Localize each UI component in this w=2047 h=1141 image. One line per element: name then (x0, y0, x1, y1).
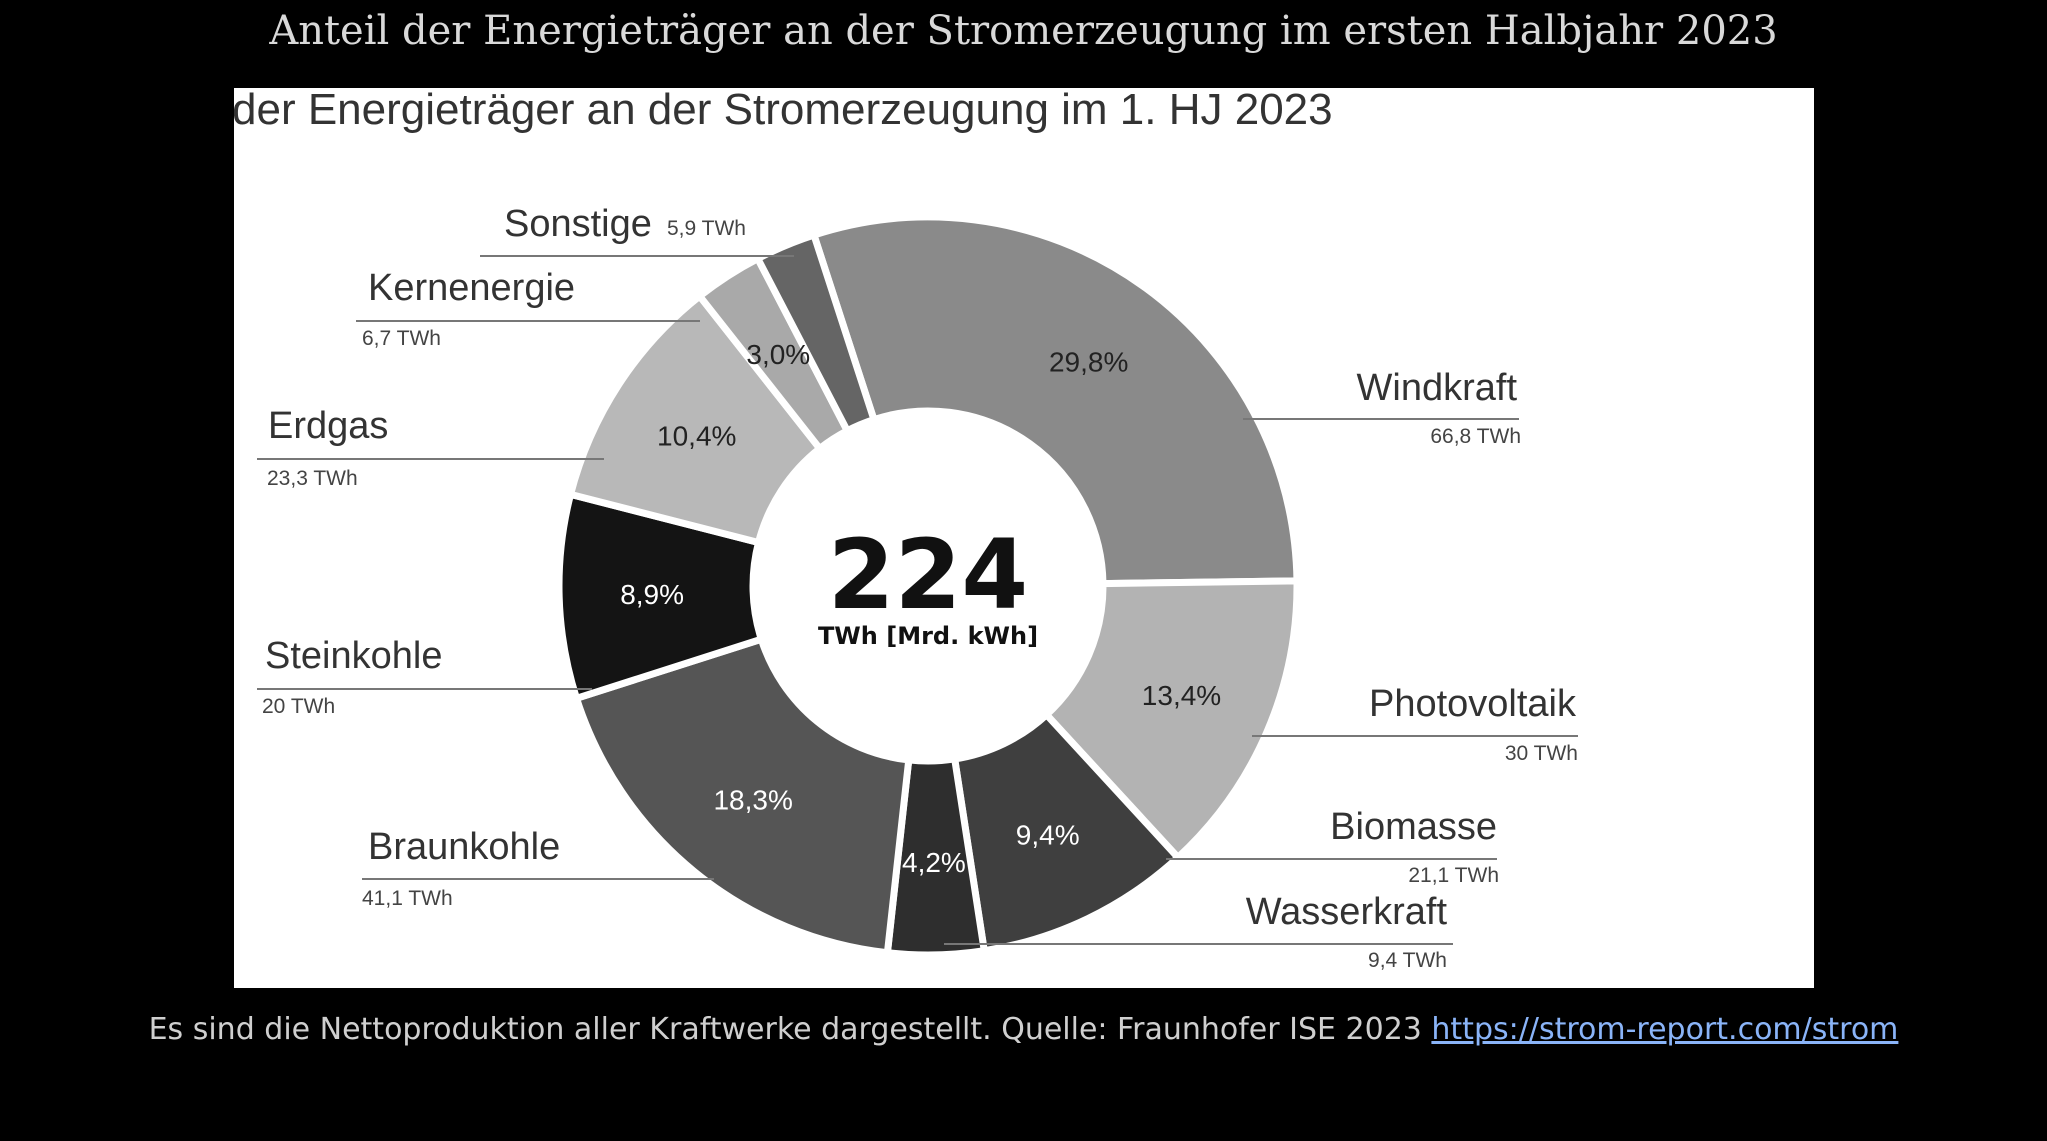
value-label-erdgas: 23,3 TWh (267, 467, 358, 490)
value-label-kernenergie: 6,7 TWh (362, 327, 441, 350)
category-label-erdgas: Erdgas (268, 405, 388, 447)
category-label-kernenergie: Kernenergie (368, 267, 575, 309)
percent-label-steinkohle: 8,9% (620, 579, 684, 610)
value-label-photovoltaik: 30 TWh (1505, 742, 1578, 765)
category-label-windkraft: Windkraft (1357, 367, 1518, 409)
center-total-value: 224 (828, 519, 1028, 631)
slice-windkraft (809, 213, 1301, 588)
category-label-sonstige: Sonstige (504, 203, 652, 245)
percent-label-kernenergie: 3,0% (746, 339, 810, 370)
chart-title: der Energieträger an der Stromerzeugung … (234, 88, 1333, 134)
source-link[interactable]: https://strom-report.com/strom (1431, 1012, 1899, 1047)
slice-braunkohle (572, 634, 913, 957)
category-label-braunkohle: Braunkohle (368, 826, 560, 868)
value-label-windkraft: 66,8 TWh (1430, 425, 1521, 448)
value-label-biomasse: 21,1 TWh (1408, 864, 1499, 887)
slice-photovoltaik (1041, 577, 1301, 863)
value-label-braunkohle: 41,1 TWh (362, 887, 453, 910)
value-label-wasserkraft: 9,4 TWh (1368, 949, 1447, 972)
category-label-biomasse: Biomasse (1330, 806, 1497, 848)
category-label-wasserkraft: Wasserkraft (1246, 891, 1448, 933)
category-label-photovoltaik: Photovoltaik (1369, 683, 1577, 725)
percent-label-biomasse: 9,4% (1016, 820, 1080, 851)
slice-sonstige (753, 230, 879, 436)
category-label-steinkohle: Steinkohle (265, 635, 442, 677)
percent-label-erdgas: 10,4% (657, 420, 736, 451)
value-label-steinkohle: 20 TWh (262, 695, 335, 718)
percent-label-photovoltaik: 13,4% (1142, 680, 1221, 711)
percent-label-windkraft: 29,8% (1049, 347, 1128, 378)
page-title: Anteil der Energieträger an der Stromerz… (269, 8, 1778, 54)
percent-label-braunkohle: 18,3% (713, 785, 792, 816)
slice-erdgas (566, 291, 825, 547)
caption: Es sind die Nettoproduktion aller Kraftw… (0, 1012, 2047, 1047)
value-label-sonstige: 5,9 TWh (667, 217, 746, 240)
center-total-unit: TWh [Mrd. kWh] (818, 622, 1038, 650)
chart-figure: der Energieträger an der Stromerzeugung … (234, 88, 1814, 988)
caption-text: Es sind die Nettoproduktion aller Kraftw… (148, 1012, 1432, 1047)
percent-label-wasserkraft: 4,2% (902, 847, 966, 878)
donut-chart: der Energieträger an der Stromerzeugung … (234, 88, 1578, 972)
